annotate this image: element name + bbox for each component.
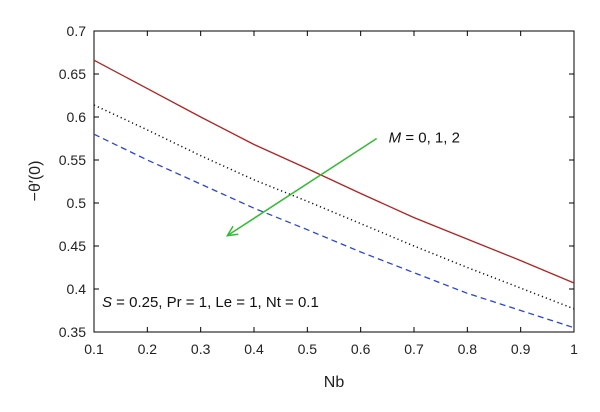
axis-ticks — [93, 30, 575, 333]
series-line-dashed — [93, 133, 575, 329]
y-axis-label: −θ′(0) — [27, 161, 44, 202]
y-tick-label-0: 0.35 — [59, 324, 86, 340]
parameter-label: S = 0.25, Pr = 1, Le = 1, Nt = 0.1 — [102, 294, 319, 311]
x-tick-label-1: 0.2 — [138, 341, 158, 357]
series-group — [93, 59, 575, 329]
arrow-label-values: = 0, 1, 2 — [401, 130, 460, 147]
x-axis-label: Nb — [324, 374, 345, 391]
y-tick-label-2: 0.45 — [59, 238, 86, 254]
series-line-dotted — [93, 104, 575, 310]
x-tick-label-8: 0.9 — [511, 341, 531, 357]
x-tick-label-0: 0.1 — [84, 341, 104, 357]
y-tick-label-7: 0.7 — [67, 23, 87, 39]
arrow-line — [226, 137, 378, 237]
arrow-head — [225, 225, 239, 237]
y-tick-label-4: 0.55 — [59, 152, 86, 168]
arrow-label-symbol: M — [389, 130, 402, 147]
x-tick-labels: 0.1 0.2 0.3 0.4 0.5 0.6 0.7 0.8 0.9 1 — [84, 341, 578, 357]
series-line-solid — [93, 59, 575, 284]
y-tick-labels: 0.35 0.4 0.45 0.5 0.55 0.6 0.65 0.7 — [59, 23, 86, 340]
parameter-s-symbol: S — [102, 294, 112, 311]
y-tick-label-1: 0.4 — [67, 281, 87, 297]
y-tick-label-3: 0.5 — [67, 195, 87, 211]
plot-frame — [93, 30, 575, 333]
arrow-label-m: M = 0, 1, 2 — [389, 130, 460, 147]
y-tick-label-5: 0.6 — [67, 109, 87, 125]
x-tick-label-2: 0.3 — [191, 341, 211, 357]
x-tick-label-5: 0.6 — [351, 341, 371, 357]
y-tick-label-6: 0.65 — [59, 66, 86, 82]
x-tick-label-9: 1 — [570, 341, 578, 357]
annotations: M = 0, 1, 2 S = 0.25, Pr = 1, Le = 1, Nt… — [102, 130, 460, 311]
x-tick-label-7: 0.8 — [458, 341, 478, 357]
parameter-values: = 0.25, Pr = 1, Le = 1, Nt = 0.1 — [112, 294, 319, 311]
x-tick-label-6: 0.7 — [404, 341, 424, 357]
x-tick-label-4: 0.5 — [298, 341, 318, 357]
x-tick-label-3: 0.4 — [244, 341, 264, 357]
